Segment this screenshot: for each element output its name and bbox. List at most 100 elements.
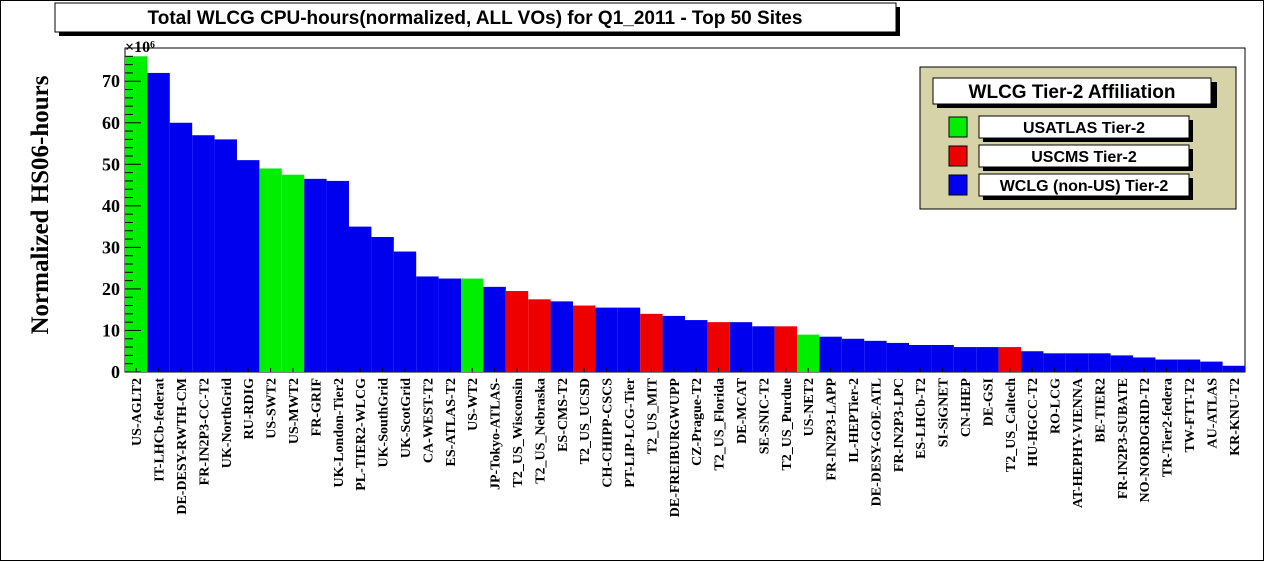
legend-label-wlcg: WCLG (non-US) Tier-2 xyxy=(1000,178,1169,195)
bar-t2-us-ucsd xyxy=(573,305,596,372)
bar-il-heptier-2 xyxy=(841,338,865,372)
x-tick-label: US-AGLT2 xyxy=(130,378,145,446)
y-tick-label: 20 xyxy=(102,279,120,299)
x-tick-label: FR-IN2P3-LPC xyxy=(892,378,907,472)
bar-fr-in2p3-subate xyxy=(1110,355,1133,372)
bar-t2-us-purdue xyxy=(774,326,797,372)
bar-ch-chipp-cscs xyxy=(595,307,618,372)
x-tick-label: BE-TIER2 xyxy=(1093,378,1108,443)
legend-label-uscms: USCMS Tier-2 xyxy=(1031,149,1137,166)
y-tick-label: 60 xyxy=(102,113,120,133)
bar-se-snic-t2 xyxy=(752,326,775,372)
legend-swatch-wlcg xyxy=(948,174,968,196)
x-tick-label: FR-IN2P3-LAPP xyxy=(825,378,840,481)
chart-title: Total WLCG CPU-hours(normalized, ALL VOs… xyxy=(148,8,803,29)
x-tick-label: PT-LIP-LCG-Tier xyxy=(623,378,638,488)
bar-it-lhcb-federat xyxy=(147,72,170,372)
bar-ru-rdig xyxy=(237,160,260,372)
bar-es-lhcb-t2 xyxy=(909,345,932,372)
legend-label-box-usatlas xyxy=(978,115,1190,139)
bar-de-gsi xyxy=(976,347,999,372)
x-tick-label: DE-MCAT xyxy=(735,377,750,444)
x-tick-label: IL-HEPTier-2 xyxy=(847,378,862,463)
x-tick-label: FR-IN2P3-CC-T2 xyxy=(197,378,212,485)
legend-title-box xyxy=(932,77,1212,105)
bar-us-aglt2 xyxy=(125,56,148,373)
x-tick-label: UK-ScotGrid xyxy=(399,378,414,458)
x-tick-label: T2_US_Caltech xyxy=(1004,378,1019,472)
bar-pt-lip-lcg-tier xyxy=(617,307,641,372)
x-tick-label: ES-ATLAS-T2 xyxy=(444,378,459,466)
bar-ca-west-t2 xyxy=(416,276,439,372)
x-tick-label: TR-Tier2-federa xyxy=(1161,378,1176,477)
x-labels-group: US-AGLT2 IT-LHCb-federat DE-DESY-RWTH-CM FR… xyxy=(130,377,1243,517)
x-tick-label: NO-NORDGRID-T2 xyxy=(1138,378,1153,502)
bar-t2-us-wisconsin xyxy=(505,291,529,372)
bar-es-cms-t2 xyxy=(550,301,573,372)
legend-swatch-usatlas xyxy=(948,116,968,138)
bar-uk-scotgrid xyxy=(393,251,417,372)
bar-pl-tier2-wlcg xyxy=(349,226,372,372)
bar-de-desy-rwth-cm xyxy=(169,122,193,373)
legend-label-box-wlcg xyxy=(978,173,1190,197)
bar-de-desy-goe-atl xyxy=(864,340,887,372)
bar-t2-us-florida xyxy=(707,322,730,372)
bar-uk-london-tier2 xyxy=(326,180,349,372)
bar-cn-ihep xyxy=(953,347,977,372)
bar-ro-lcg xyxy=(1043,353,1066,372)
x-tick-label: DE-DESY-GOE-ATL xyxy=(869,378,884,506)
x-tick-label: ES-LHCb-T2 xyxy=(914,378,929,459)
bar-us-mwt2 xyxy=(281,174,305,372)
bar-be-tier2 xyxy=(1088,353,1111,372)
bar-t2-us-caltech xyxy=(998,347,1021,372)
bar-de-freiburgwupp xyxy=(662,315,685,372)
x-tick-label: PL-TIER2-WLCG xyxy=(354,378,369,491)
x-tick-label: AT-HEPHY-VIENNA xyxy=(1071,377,1086,508)
bar-us-swt2 xyxy=(259,168,282,372)
x-tick-label: IT-LHCb-federat xyxy=(153,378,168,482)
bar-t2-us-mit xyxy=(640,313,663,372)
x-tick-label: RU-RDIG xyxy=(242,378,257,440)
x-tick-label: HU-HGCC-T2 xyxy=(1026,378,1041,467)
x-tick-label: FR-IN2P3-SUBATE xyxy=(1116,378,1131,499)
y-tick-label: 10 xyxy=(102,320,120,340)
bar-no-nordgrid-t2 xyxy=(1133,357,1156,372)
bar-tw-ftt-t2 xyxy=(1177,359,1201,372)
bar-at-hephy-vienna xyxy=(1065,353,1089,372)
y-tick-label: 30 xyxy=(102,237,120,257)
bar-tr-tier2-federa xyxy=(1155,359,1178,372)
x-tick-label: RO-LCG xyxy=(1049,378,1064,434)
title-box xyxy=(54,2,897,33)
x-tick-label: DE-DESY-RWTH-CM xyxy=(175,378,190,515)
legend-label-usatlas: USATLAS Tier-2 xyxy=(1023,120,1145,137)
bar-t2-us-nebraska xyxy=(528,299,551,372)
bar-us-wt2 xyxy=(461,278,484,372)
bar-cz-prague-t2 xyxy=(685,320,708,372)
x-tick-label: T2_US_UCSD xyxy=(578,378,593,464)
x-tick-label: TW-FTT-T2 xyxy=(1183,378,1198,452)
x-tick-label: US-WT2 xyxy=(466,378,481,431)
x-tick-label: T2_US_Nebraska xyxy=(533,378,548,484)
x-tick-label: KR-KNU-T2 xyxy=(1228,378,1243,456)
bar-fr-in2p3-lapp xyxy=(819,336,842,372)
x-tick-label: T2_US_Purdue xyxy=(780,378,795,471)
y-axis-multiplier: ×10⁶ xyxy=(125,39,155,56)
bar-jp-tokyo-atlas- xyxy=(483,286,506,372)
x-tick-label: UK-NorthGrid xyxy=(220,378,235,468)
x-tick-label: AU-ATLAS xyxy=(1205,378,1220,449)
x-tick-label: US-MWT2 xyxy=(287,378,302,444)
y-tick-label: 0 xyxy=(111,362,120,382)
x-tick-label: T2_US_MIT xyxy=(645,377,660,454)
bar-fr-in2p3-lpc xyxy=(886,342,909,372)
bar-de-mcat xyxy=(729,322,753,372)
bar-fr-grif xyxy=(304,178,327,372)
bar-fr-in2p3-cc-t2 xyxy=(192,135,215,372)
x-tick-label: T2_US_Florida xyxy=(713,378,728,471)
x-tick-label: US-NET2 xyxy=(802,378,817,436)
bar-us-net2 xyxy=(797,334,820,372)
bar-es-atlas-t2 xyxy=(438,278,461,372)
x-tick-label: CA-WEST-T2 xyxy=(421,378,436,463)
x-tick-label: SE-SNIC-T2 xyxy=(757,378,772,454)
legend-title: WLCG Tier-2 Affiliation xyxy=(969,82,1176,103)
